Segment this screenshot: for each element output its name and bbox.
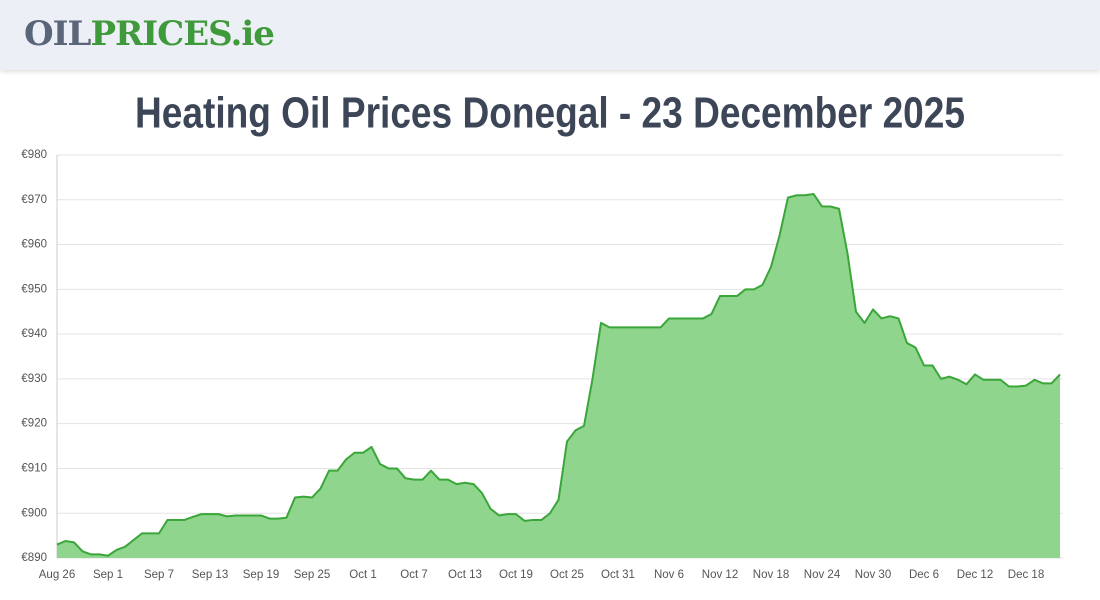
y-tick-label: €950 — [21, 283, 47, 295]
chart-title: Heating Oil Prices Donegal - 23 December… — [135, 89, 965, 138]
x-tick-label: Oct 19 — [499, 569, 533, 581]
price-line — [56, 192, 1061, 557]
x-tick-label: Sep 13 — [192, 569, 228, 581]
y-tick-label: €980 — [21, 149, 47, 161]
x-tick-label: Oct 1 — [349, 569, 376, 581]
x-tick-label: Nov 18 — [753, 569, 789, 581]
logo-text: PRICES.ie — [90, 14, 274, 54]
y-tick-label: €920 — [21, 418, 47, 430]
x-tick-label: Dec 6 — [909, 569, 939, 581]
y-tick-label: €940 — [21, 328, 47, 340]
x-tick-label: Nov 30 — [855, 569, 891, 581]
logo-text: OIL — [24, 14, 91, 54]
x-tick-label: Oct 25 — [550, 569, 584, 581]
x-tick-label: Sep 7 — [144, 569, 174, 581]
x-tick-label: Sep 1 — [93, 569, 123, 581]
area-fill — [57, 193, 1060, 558]
logo[interactable]: OILPRICES.ie — [24, 14, 275, 54]
x-tick-label: Oct 13 — [448, 569, 482, 581]
x-tick-label: Sep 19 — [243, 569, 279, 581]
x-tick-label: Nov 12 — [702, 569, 738, 581]
y-tick-label: €960 — [21, 239, 47, 251]
y-tick-label: €900 — [21, 507, 47, 519]
x-tick-label: Sep 25 — [294, 569, 330, 581]
x-tick-label: Aug 26 — [39, 569, 75, 581]
x-tick-label: Oct 31 — [601, 569, 635, 581]
y-tick-label: €890 — [21, 552, 47, 564]
x-tick-label: Nov 24 — [804, 569, 841, 581]
x-tick-label: Nov 6 — [654, 569, 684, 581]
y-tick-label: €930 — [21, 373, 47, 385]
header: OILPRICES.ie — [0, 0, 1100, 70]
x-tick-label: Oct 7 — [400, 569, 427, 581]
y-tick-label: €970 — [21, 194, 47, 206]
y-tick-label: €910 — [21, 462, 47, 474]
x-tick-label: Dec 18 — [1008, 569, 1044, 581]
x-tick-label: Dec 12 — [957, 569, 993, 581]
